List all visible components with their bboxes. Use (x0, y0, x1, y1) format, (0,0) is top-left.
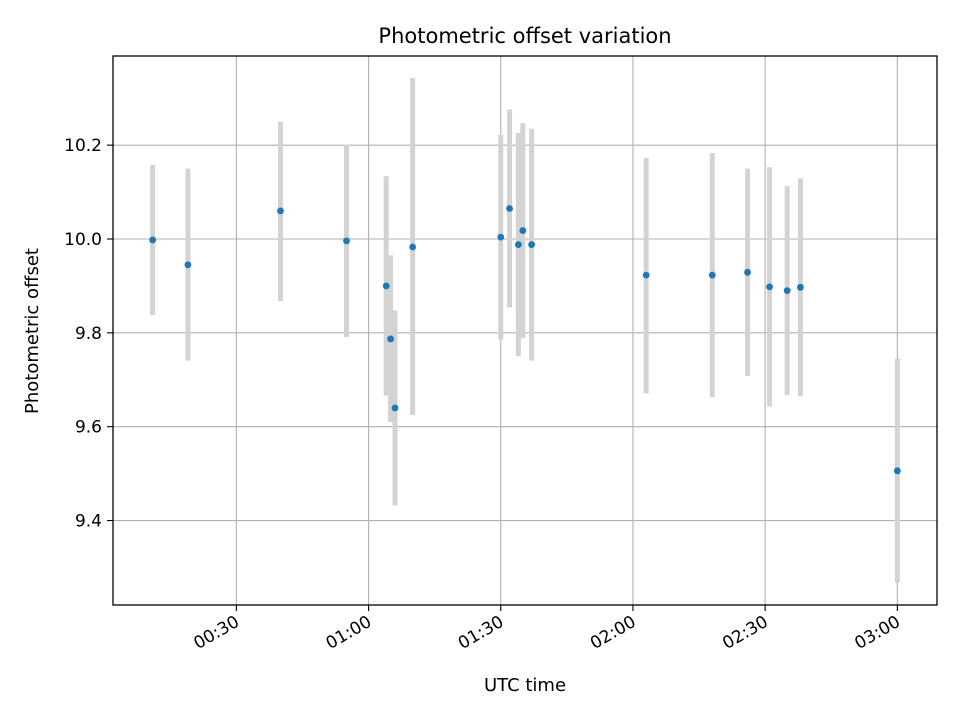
data-point (506, 205, 513, 212)
error-bars (150, 78, 900, 583)
data-point (514, 241, 522, 249)
data-point (497, 233, 505, 241)
data-point (528, 241, 536, 249)
x-axis-title: UTC time (484, 675, 566, 696)
x-tick-label: 01:00 (323, 612, 375, 654)
data-point (744, 268, 751, 276)
x-tick-label: 00:30 (190, 612, 242, 654)
data-point (766, 283, 773, 291)
data-point (343, 237, 350, 245)
chart-title: Photometric offset variation (378, 24, 671, 48)
data-point (387, 335, 395, 343)
y-axis-title: Photometric offset (22, 248, 43, 414)
data-points (149, 205, 901, 475)
data-point (708, 271, 716, 279)
data-point (519, 227, 527, 234)
data-point (797, 283, 804, 291)
x-tick-label: 02:30 (719, 612, 771, 654)
x-tick-label: 02:00 (587, 612, 639, 654)
y-tick-label: 9.4 (75, 512, 102, 532)
y-axis: 9.4 9.6 9.8 10.0 10.2 (64, 136, 113, 532)
data-point (184, 261, 192, 269)
data-point (382, 282, 390, 290)
data-point (409, 243, 417, 251)
data-point (277, 207, 284, 215)
x-tick-label: 03:00 (851, 612, 903, 654)
data-point (391, 404, 399, 412)
x-tick-label: 01:30 (455, 612, 507, 654)
data-point (149, 236, 157, 244)
plot-frame (112, 55, 938, 606)
data-point (783, 287, 791, 295)
y-tick-label: 10.0 (64, 230, 102, 250)
y-tick-label: 9.8 (75, 324, 102, 344)
x-axis: 00:30 01:00 01:30 02:00 02:30 03:00 (190, 605, 904, 654)
y-tick-label: 9.6 (75, 418, 102, 438)
data-point (893, 467, 901, 475)
y-tick-label: 10.2 (64, 136, 102, 156)
data-point (642, 271, 650, 279)
